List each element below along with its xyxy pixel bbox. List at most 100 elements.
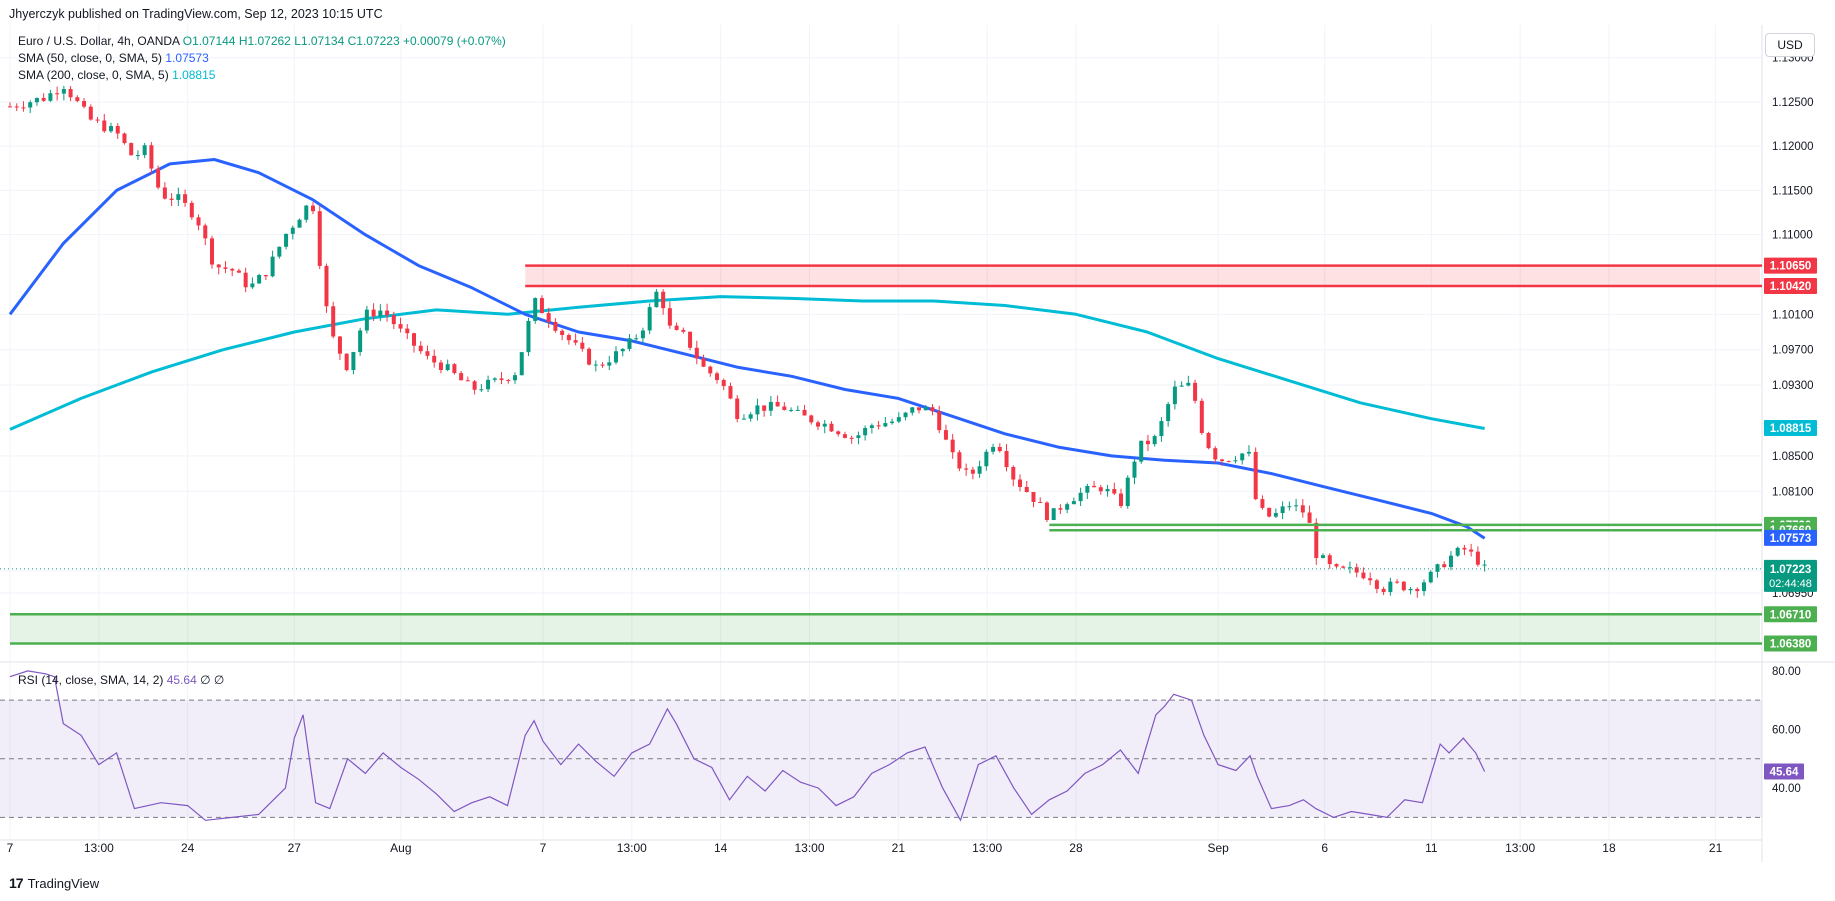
- candle-body: [762, 405, 767, 411]
- sma50-badge-label: 1.07573: [1770, 533, 1812, 545]
- candle-body: [1038, 501, 1043, 503]
- candle-body: [183, 194, 188, 203]
- candle-body: [203, 225, 208, 239]
- candle-body: [34, 97, 39, 103]
- candle-body: [378, 310, 383, 317]
- candle-body: [1368, 578, 1373, 581]
- time-tick-label: 21: [892, 841, 906, 855]
- candle-body: [1388, 581, 1393, 593]
- candle-body: [250, 283, 255, 288]
- candle-body: [263, 275, 268, 277]
- candle-body: [647, 307, 652, 331]
- candle-body: [1213, 448, 1218, 460]
- candle-body: [1092, 485, 1097, 488]
- candle-body: [849, 437, 854, 439]
- candle-body: [351, 352, 356, 371]
- rsi-tick-label: 40.00: [1772, 783, 1801, 795]
- level-badge-bg: [1764, 606, 1817, 623]
- candle-body: [257, 275, 262, 284]
- candle-body: [270, 256, 275, 277]
- candle-body: [789, 409, 794, 411]
- candle-body: [701, 358, 706, 367]
- candle-body: [1475, 551, 1480, 565]
- sma200-legend[interactable]: SMA (200, close, 0, SMA, 5) 1.08815: [18, 68, 215, 82]
- candle-body: [210, 238, 215, 265]
- rsi-panel[interactable]: [0, 670, 1762, 822]
- candle-body: [1428, 571, 1433, 583]
- countdown-label: 02:44:48: [1769, 578, 1812, 590]
- currency-button[interactable]: USD: [1765, 33, 1815, 57]
- zone-rect: [525, 265, 1760, 286]
- chart-axes: 1.130001.125001.120001.115001.110001.101…: [7, 53, 1814, 855]
- candle-body: [997, 446, 1002, 452]
- candle-body: [1199, 400, 1204, 433]
- candle-body: [896, 417, 901, 422]
- candle-body: [661, 291, 666, 309]
- candle-body: [405, 328, 410, 334]
- tradingview-logo-text: TradingView: [27, 875, 100, 891]
- candle-body: [1044, 502, 1049, 520]
- candle-body: [755, 405, 760, 415]
- candlesticks: [8, 85, 1487, 598]
- time-tick-label: 11: [1425, 841, 1438, 855]
- candle-body: [1395, 581, 1400, 583]
- candle-body: [869, 425, 874, 428]
- candle-body: [41, 97, 46, 101]
- sma200-badge-label: 1.08815: [1770, 423, 1812, 435]
- candle-body: [479, 389, 484, 391]
- candle-body: [156, 168, 161, 188]
- candle-body: [1145, 440, 1150, 445]
- current-price-badge-bg: [1764, 559, 1817, 592]
- candle-body: [822, 423, 827, 427]
- candle-body: [721, 379, 726, 387]
- candle-body: [492, 378, 497, 380]
- candle-body: [196, 217, 201, 226]
- candle-body: [964, 468, 969, 470]
- candle-body: [1058, 508, 1063, 510]
- candle-body: [55, 93, 60, 95]
- time-tick-label: 13:00: [617, 841, 647, 855]
- candle-body: [957, 452, 962, 469]
- candle-body: [109, 126, 114, 132]
- candle-body: [1119, 493, 1124, 507]
- rsi-legend[interactable]: RSI (14, close, SMA, 14, 2) 45.64 ∅ ∅: [18, 673, 224, 687]
- candle-body: [358, 330, 363, 353]
- candle-body: [28, 102, 33, 108]
- candle-body: [75, 97, 80, 102]
- candle-body: [169, 198, 174, 200]
- candle-body: [782, 406, 787, 410]
- candle-body: [600, 364, 605, 366]
- candle-body: [1415, 588, 1420, 592]
- sma200-label: SMA (200, close, 0, SMA, 5): [18, 68, 169, 82]
- candle-body: [486, 379, 491, 390]
- rsi-tick-label: 80.00: [1772, 666, 1801, 678]
- time-tick-label: 6: [1321, 841, 1328, 855]
- sma200-badge-bg: [1764, 420, 1817, 437]
- candle-body: [1159, 421, 1164, 437]
- candle-body: [1253, 451, 1258, 500]
- candle-body: [418, 345, 423, 352]
- sma50-legend[interactable]: SMA (50, close, 0, SMA, 5) 1.07573: [18, 51, 209, 65]
- candle-body: [364, 309, 369, 331]
- candle-body: [634, 338, 639, 340]
- candle-body: [513, 375, 518, 381]
- candle-body: [1422, 582, 1427, 592]
- candle-body: [223, 267, 228, 269]
- candle-body: [499, 378, 504, 381]
- rsi-badge-bg: [1764, 763, 1804, 780]
- candle-body: [587, 348, 592, 365]
- candle-body: [681, 329, 686, 332]
- candle-body: [149, 145, 154, 169]
- candle-body: [836, 431, 841, 435]
- tradingview-logo-icon: 17: [9, 875, 24, 891]
- tradingview-footer[interactable]: 17 TradingView: [9, 875, 99, 891]
- candle-body: [977, 466, 982, 474]
- candle-body: [445, 364, 450, 371]
- candle-body: [1321, 555, 1326, 558]
- sma50-badge-bg: [1764, 529, 1817, 546]
- candle-body: [82, 101, 87, 107]
- candle-body: [1233, 460, 1238, 462]
- level-badge-label: 1.06710: [1770, 609, 1812, 621]
- candle-body: [1024, 486, 1029, 493]
